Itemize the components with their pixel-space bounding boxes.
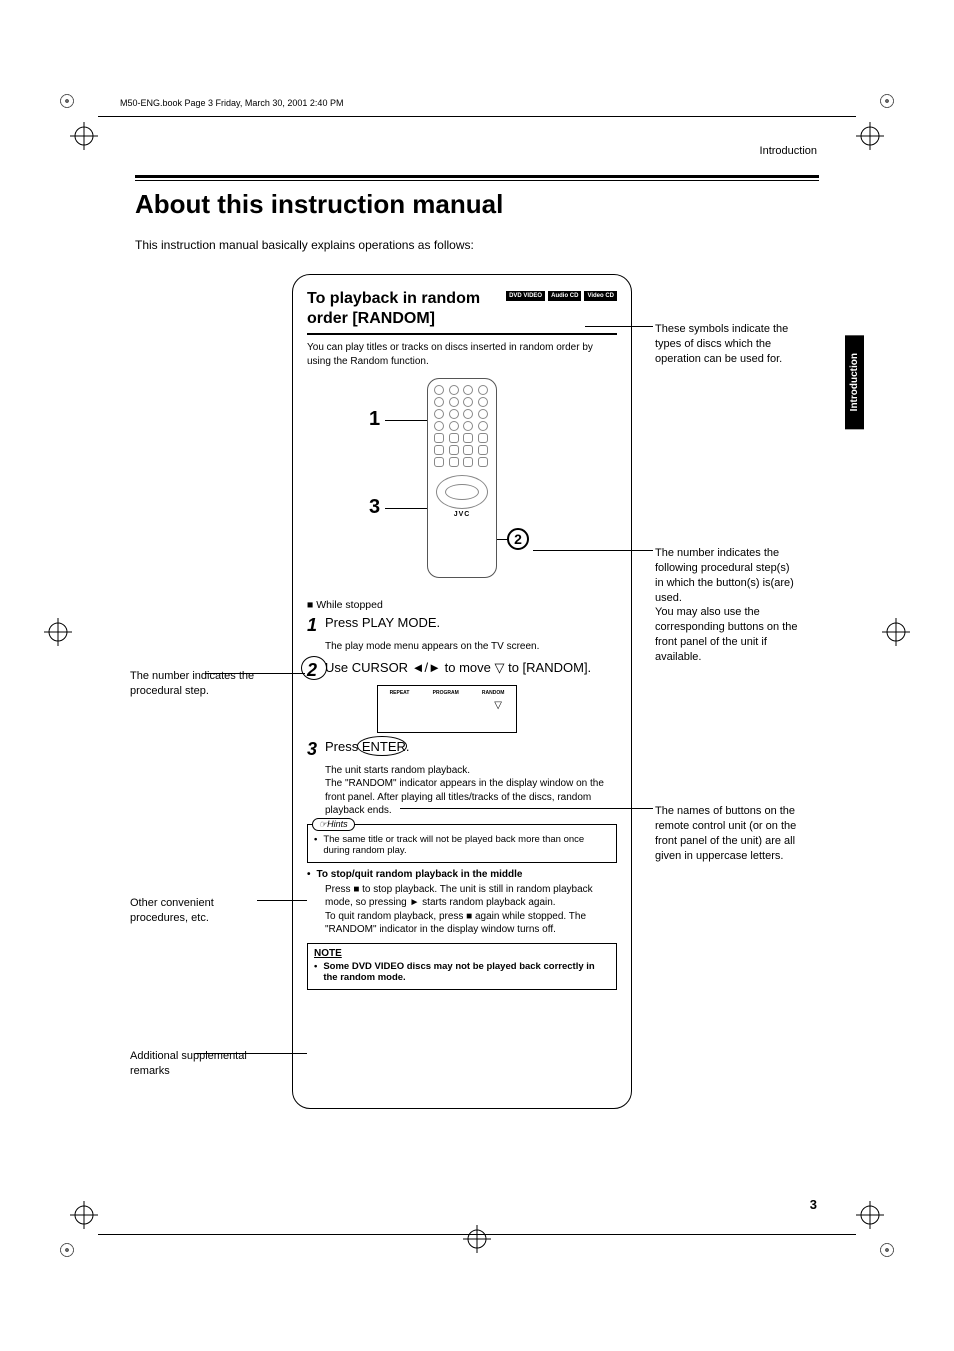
step-2-text: Use CURSOR ◄/► to move ▽ to [RANDOM].	[325, 660, 591, 676]
stopquit-title: To stop/quit random playback in the midd…	[317, 869, 617, 880]
crop-corner-icon	[876, 90, 898, 112]
example-desc: You can play titles or tracks on discs i…	[307, 341, 617, 368]
callout-caps: The names of buttons on the remote contr…	[655, 804, 800, 863]
running-header: Introduction	[760, 145, 817, 157]
remote-step-1: 1	[369, 408, 380, 431]
example-panel: To playback in random order [RANDOM] DVD…	[292, 274, 632, 1109]
onscreen-menu: REPEAT PROGRAM RANDOM ▽	[377, 685, 517, 733]
stopquit-body: Press ■ to stop playback. The unit is st…	[325, 883, 617, 937]
register-target-icon	[70, 1201, 98, 1229]
crop-corner-icon	[56, 1239, 78, 1261]
step-3-sub: The unit starts random playback. The "RA…	[325, 764, 617, 818]
register-target-icon	[70, 122, 98, 150]
example-heading: To playback in random order [RANDOM]	[307, 289, 506, 329]
hints-box: ☞Hints • The same title or track will no…	[307, 824, 617, 863]
step-2: 2 Use CURSOR ◄/► to move ▽ to [RANDOM].	[307, 660, 617, 681]
menu-selector-icon: ▽	[494, 700, 502, 711]
intro-text: This instruction manual basically explai…	[135, 238, 819, 252]
remote-step-2-num: 2	[514, 531, 522, 547]
bullet-icon: •	[307, 869, 311, 880]
register-target-icon	[44, 618, 72, 646]
badge-videocd: Video CD	[584, 291, 617, 301]
step-1: 1 Press PLAY MODE.	[307, 615, 617, 636]
step-1-num: 1	[307, 615, 323, 636]
badge-audiocd: Audio CD	[548, 291, 581, 301]
remote-leader	[385, 420, 429, 421]
step-2-oval	[301, 656, 327, 680]
title-rule-thick	[135, 175, 819, 178]
section-tab: Introduction	[845, 335, 864, 429]
step-1-sub: The play mode menu appears on the TV scr…	[325, 640, 617, 654]
step-3-oval	[357, 736, 407, 756]
example-rule	[307, 333, 617, 335]
callout-circled: The number indicates the following proce…	[655, 546, 800, 665]
remote-step-3: 3	[369, 496, 380, 519]
crop-corner-icon	[56, 90, 78, 112]
register-target-icon	[463, 1225, 491, 1253]
menu-tab: REPEAT	[390, 690, 410, 696]
register-target-icon	[882, 618, 910, 646]
hints-label: ☞Hints	[312, 818, 355, 831]
page-title: About this instruction manual	[135, 189, 819, 220]
callout-badges: These symbols indicate the types of disc…	[655, 322, 800, 367]
while-stopped-label: ■ While stopped	[307, 599, 617, 611]
menu-tab: RANDOM	[482, 690, 505, 696]
bullet-icon: •	[314, 961, 317, 983]
register-target-icon	[856, 122, 884, 150]
register-target-icon	[856, 1201, 884, 1229]
remote-diagram: 1 3 2	[307, 378, 617, 593]
crop-rule	[98, 116, 856, 117]
book-meta: M50-ENG.book Page 3 Friday, March 30, 20…	[120, 98, 343, 108]
bullet-icon: •	[314, 834, 317, 856]
note-box: NOTE • Some DVD VIDEO discs may not be p…	[307, 943, 617, 990]
explainer-diagram: The number indicates the procedural step…	[135, 274, 819, 1114]
remote-control-icon: JVC	[427, 378, 497, 578]
page-number: 3	[810, 1197, 817, 1212]
disc-badges: DVD VIDEO Audio CD Video CD	[506, 291, 617, 301]
crop-rule	[98, 1234, 856, 1235]
note-body: Some DVD VIDEO discs may not be played b…	[323, 961, 610, 983]
step-3: 3 Press ENTER.	[307, 739, 617, 760]
hints-label-text: Hints	[327, 819, 348, 829]
hint-text: The same title or track will not be play…	[323, 834, 610, 856]
callout-line	[195, 1053, 307, 1054]
remote-step-2-circled: 2	[507, 528, 529, 550]
note-label: NOTE	[314, 948, 610, 959]
menu-tab: PROGRAM	[433, 690, 459, 696]
remote-leader	[385, 508, 429, 509]
callout-line	[205, 673, 305, 674]
hints-icon: ☞	[319, 819, 327, 829]
step-3-num: 3	[307, 739, 323, 760]
title-rule-thin	[135, 180, 819, 181]
crop-corner-icon	[876, 1239, 898, 1261]
badge-dvd: DVD VIDEO	[506, 291, 545, 301]
callout-hints: Other convenient procedures, etc.	[130, 896, 260, 926]
step-1-text: Press PLAY MODE.	[325, 615, 440, 630]
remote-brand: JVC	[428, 511, 496, 518]
page-content: Introduction About this instruction manu…	[135, 145, 819, 1206]
